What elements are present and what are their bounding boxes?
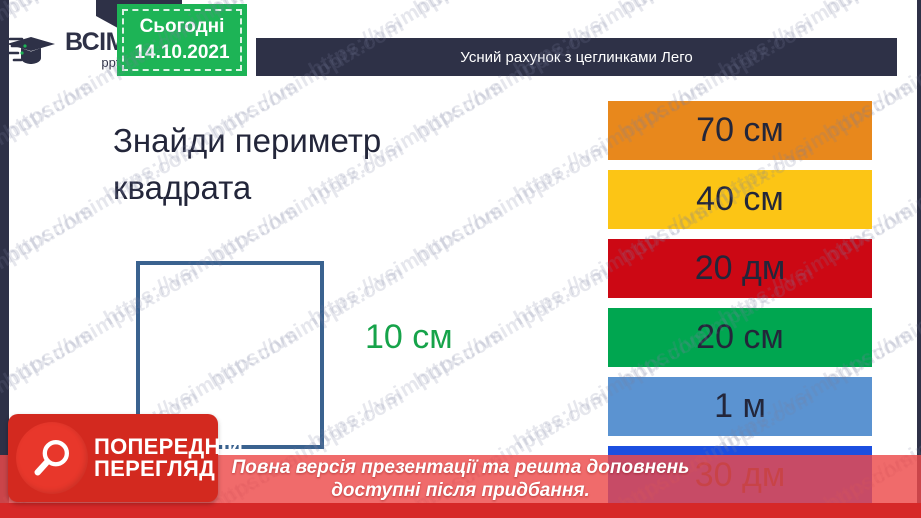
watermark-text: https://vsimpptx.com: [305, 199, 509, 330]
preview-badge-line-1: ПОПЕРЕДНІЙ: [94, 433, 244, 459]
question-line-2: квадрата: [113, 168, 252, 206]
bottom-accent-strip: [0, 503, 921, 518]
answer-option[interactable]: 40 см: [608, 170, 872, 229]
preview-badge: ПОПЕРЕДНІЙ ПЕРЕГЛЯД: [8, 414, 243, 502]
answer-option-label: 70 см: [696, 111, 784, 149]
answer-option[interactable]: 20 см: [608, 308, 872, 367]
graduation-cap-icon: [7, 29, 61, 69]
logo-wordmark: ВСІМ: [65, 27, 126, 56]
magnifier-icon: [16, 422, 88, 494]
slide-header-bar: Усний рахунок з цеглинками Лего: [256, 38, 897, 76]
square-figure: [136, 261, 324, 449]
answer-option[interactable]: 20 дм: [608, 239, 872, 298]
slide-top-edge: [0, 0, 921, 4]
date-badge-label: Сьогодні: [139, 16, 225, 38]
purchase-notice-line-1: Повна версія презентації та решта доповн…: [231, 456, 690, 478]
watermark-text: https://vsimpptx.com: [0, 75, 99, 206]
date-badge: Сьогодні 14.10.2021: [117, 4, 247, 76]
slide-left-edge: [0, 0, 9, 518]
question-line-1: Знайди периметр: [113, 122, 382, 159]
answer-option-label: 20 дм: [694, 249, 786, 287]
answer-option-label: 40 см: [696, 180, 784, 218]
slide-title: Усний рахунок з цеглинками Лего: [460, 48, 693, 66]
watermark-text: https://vsimpptx.com: [0, 199, 99, 330]
answer-options-list: 70 см 40 см 20 дм 20 см 1 м 30 дм: [608, 101, 872, 515]
date-badge-value: 14.10.2021: [134, 42, 230, 63]
slide-right-edge: [917, 0, 921, 518]
purchase-notice-line-2: доступні після придбання.: [331, 480, 590, 501]
square-side-label: 10 см: [365, 318, 453, 356]
answer-option[interactable]: 1 м: [608, 377, 872, 436]
brand-logo: ВСІМ pptx: [7, 22, 131, 76]
answer-option[interactable]: 70 см: [608, 101, 872, 160]
answer-option-label: 1 м: [714, 387, 766, 425]
question-text: Знайди периметр квадрата: [113, 118, 533, 212]
answer-option-label: 20 см: [696, 318, 784, 356]
preview-badge-line-2: ПЕРЕГЛЯД: [94, 456, 216, 481]
